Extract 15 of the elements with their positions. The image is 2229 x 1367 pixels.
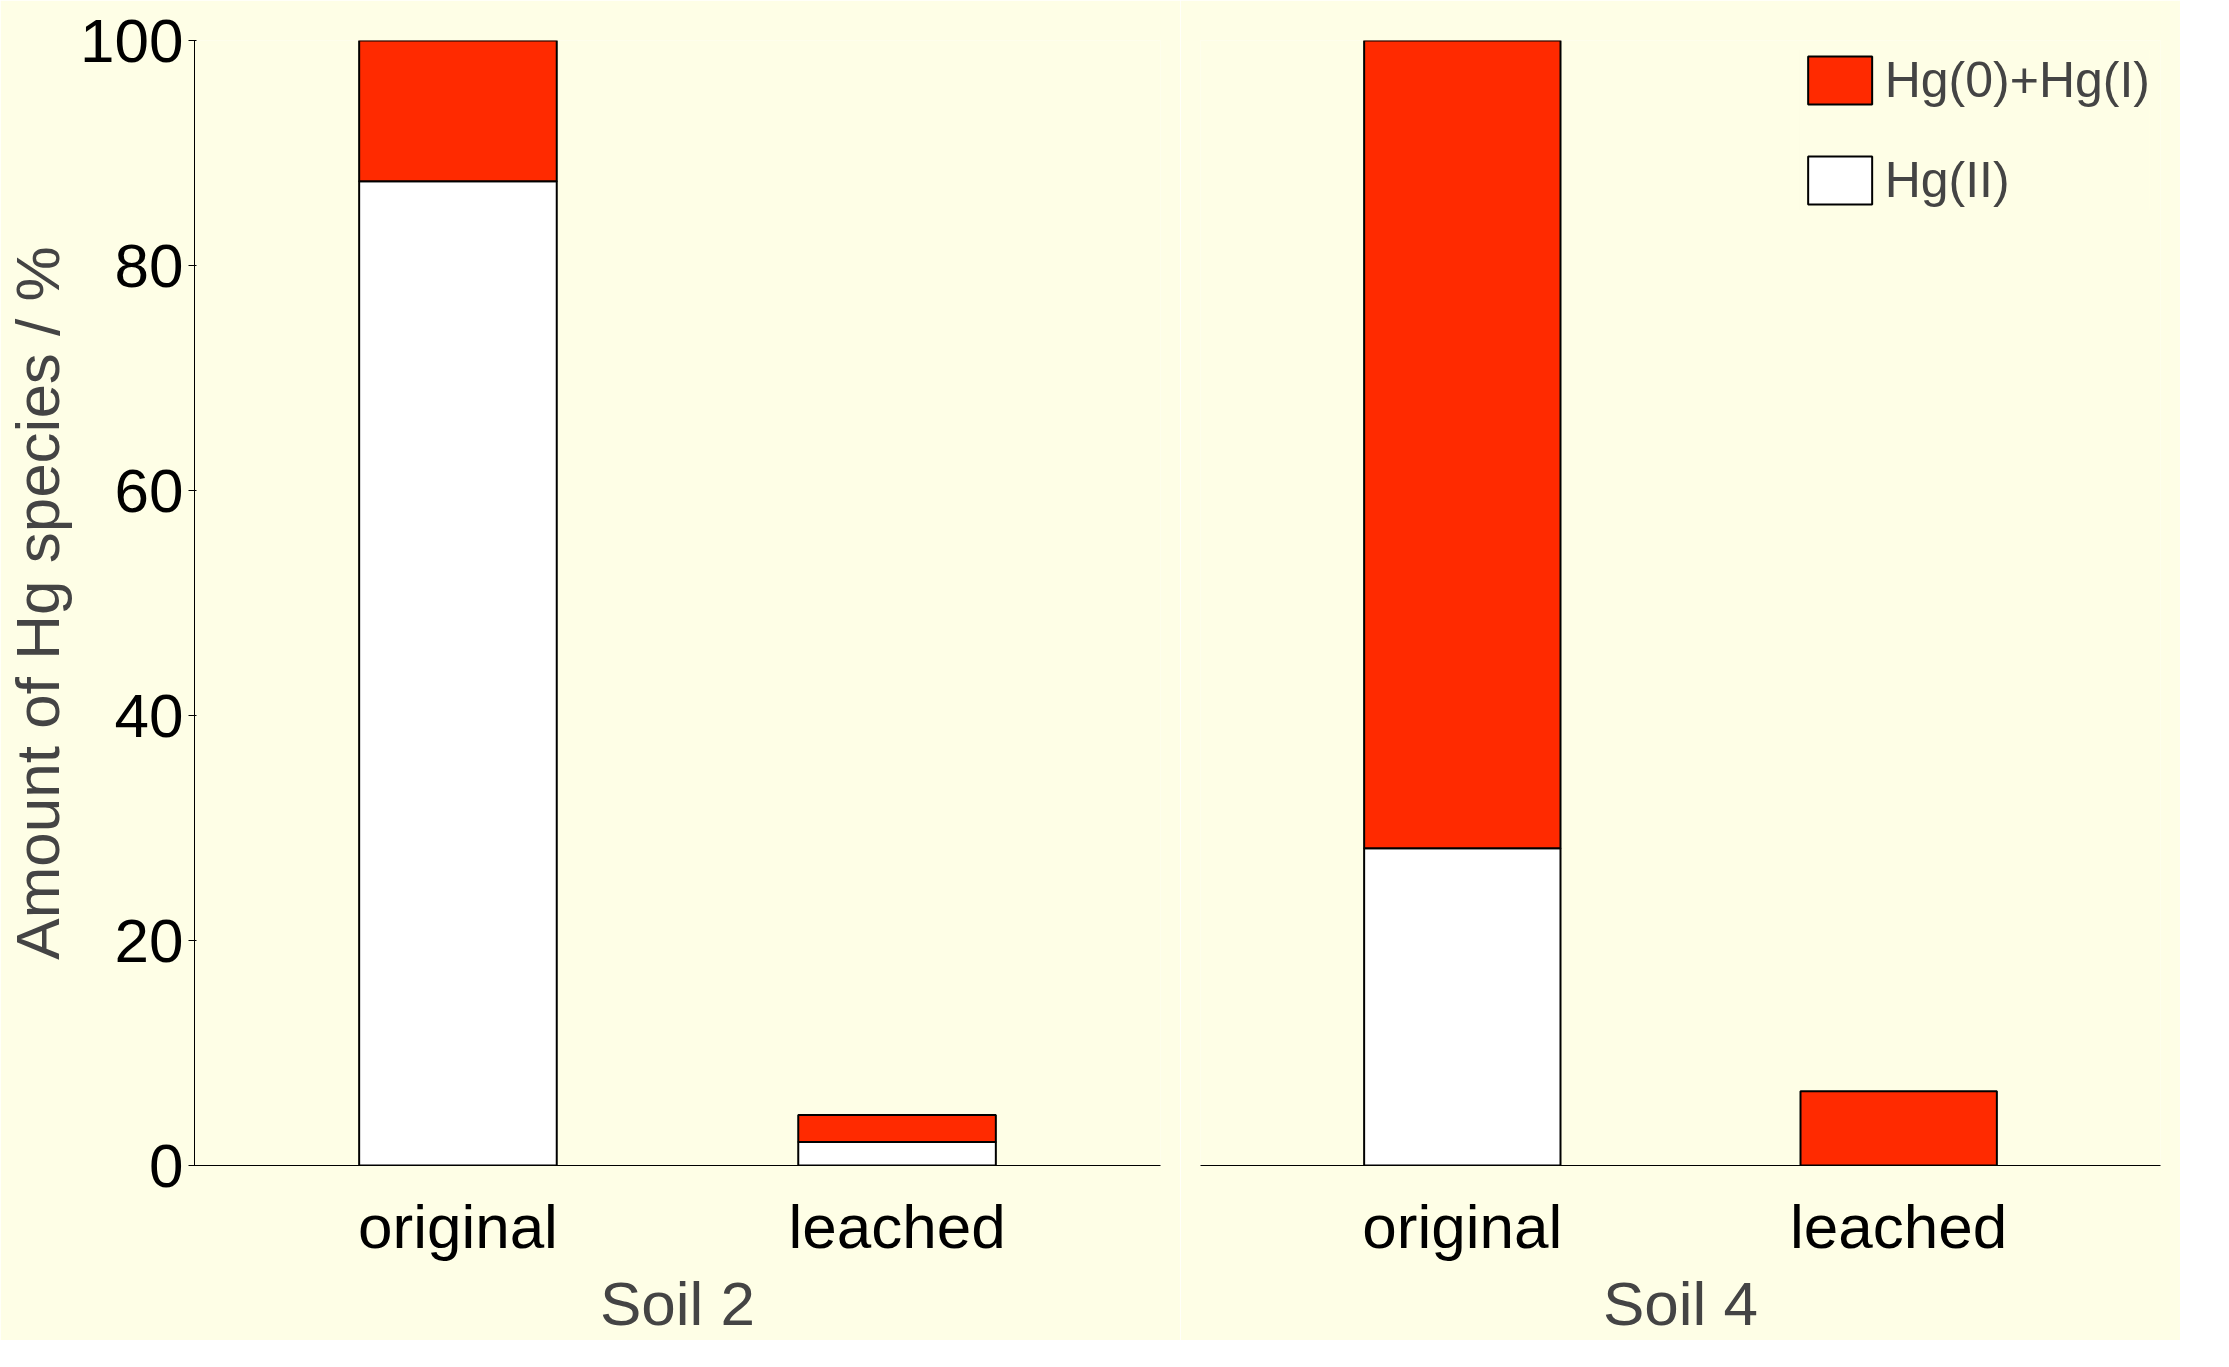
x-axis-title: Soil 4 <box>1602 1268 1759 1338</box>
y-tick-label: 60 <box>114 455 184 525</box>
legend-label: Hg(0)+Hg(I) <box>1884 51 2150 109</box>
y-axis-title: Amount of Hg species / % <box>3 246 73 960</box>
legend-label: Hg(II) <box>1884 151 2010 209</box>
y-tick-label: 100 <box>80 5 184 75</box>
y-tick-label: 20 <box>114 905 184 975</box>
x-tick-label: leached <box>1790 1191 2008 1261</box>
y-tick-label: 40 <box>114 680 184 750</box>
x-axis-title: Soil 2 <box>599 1268 756 1338</box>
x-tick-label: original <box>358 1191 558 1261</box>
y-tick-label: 0 <box>149 1130 184 1200</box>
x-tick-label: leached <box>788 1191 1006 1261</box>
x-tick-label: original <box>1362 1191 1563 1261</box>
y-tick-label: 80 <box>114 230 184 300</box>
